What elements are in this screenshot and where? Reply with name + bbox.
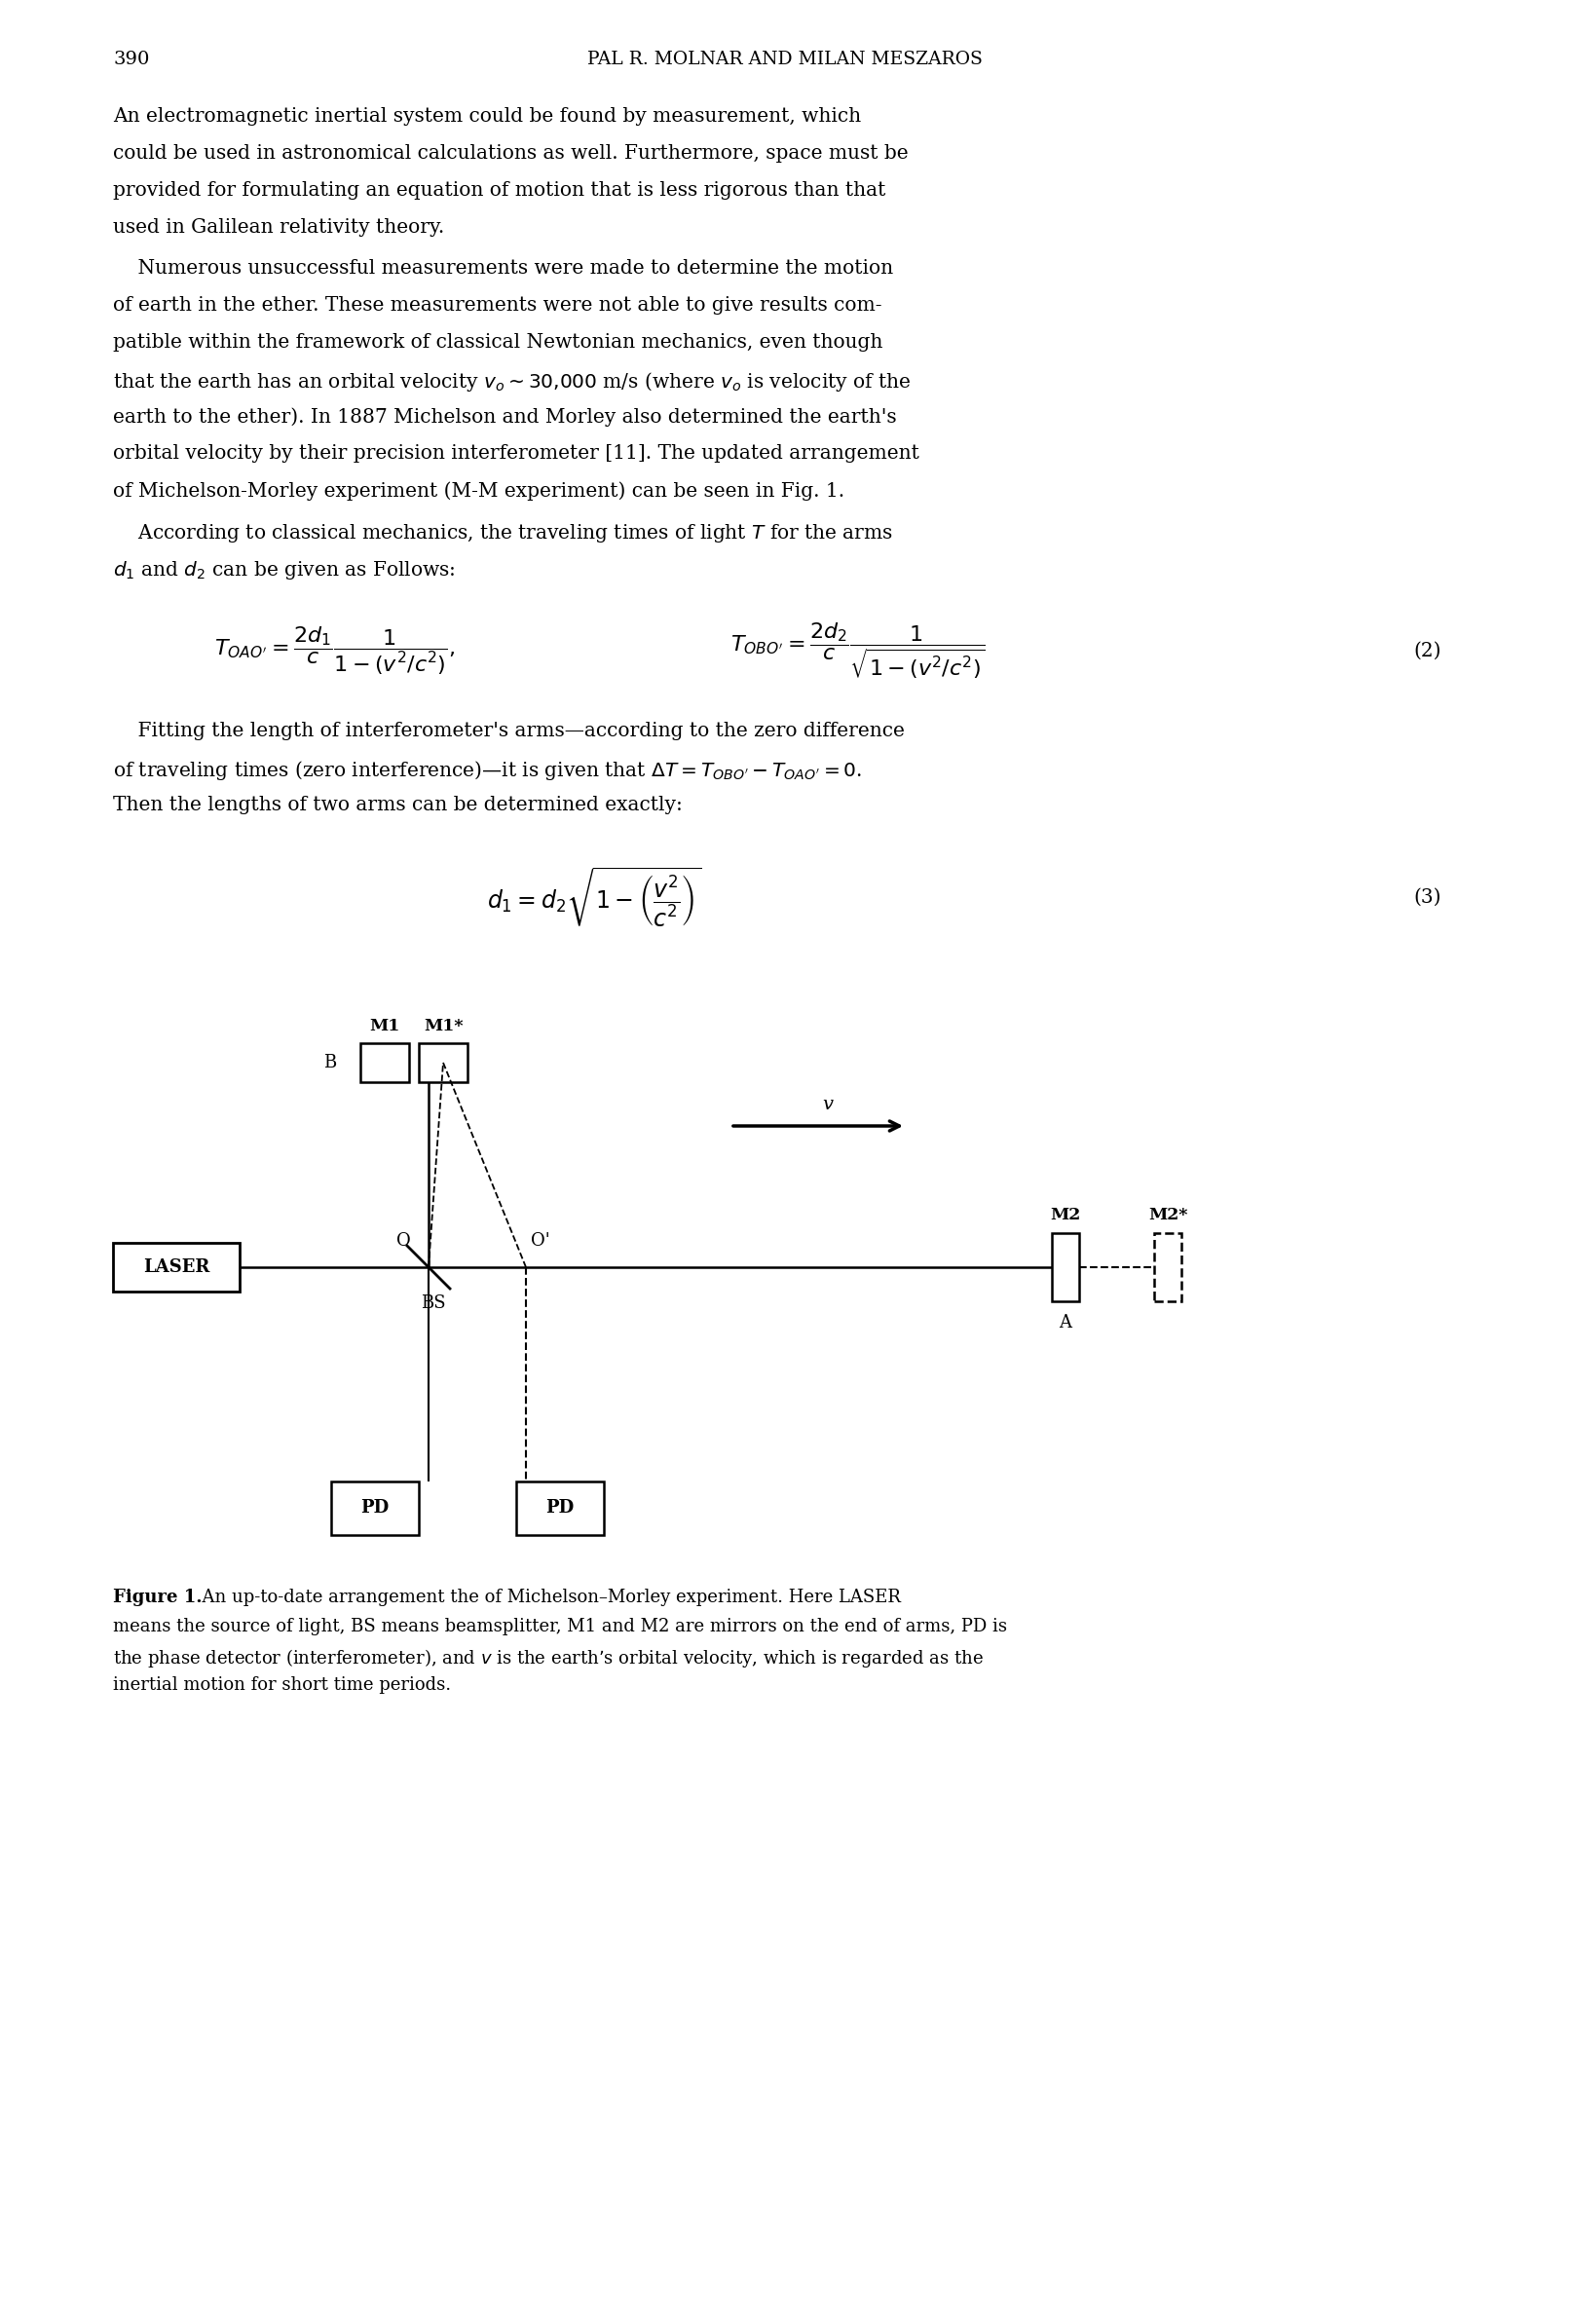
Text: means the source of light, BS means beamsplitter, M1 and M2 are mirrors on the e: means the source of light, BS means beam…: [113, 1618, 1006, 1636]
Text: could be used in astronomical calculations as well. Furthermore, space must be: could be used in astronomical calculatio…: [113, 144, 909, 163]
Text: earth to the ether). In 1887 Michelson and Morley also determined the earth's: earth to the ether). In 1887 Michelson a…: [113, 407, 896, 425]
Text: used in Galilean relativity theory.: used in Galilean relativity theory.: [113, 218, 444, 237]
Bar: [361, 1043, 410, 1083]
Text: of Michelson-Morley experiment (M-M experiment) can be seen in Fig. 1.: of Michelson-Morley experiment (M-M expe…: [113, 481, 845, 500]
Text: that the earth has an orbital velocity $v_o \sim 30{,}000$ m/s (where $v_o$ is v: that the earth has an orbital velocity $…: [113, 370, 911, 393]
Text: provided for formulating an equation of motion that is less rigorous than that: provided for formulating an equation of …: [113, 181, 885, 200]
Text: $T_{OAO'} = \dfrac{2d_1}{c}\dfrac{1}{1-(v^2/c^2)},$: $T_{OAO'} = \dfrac{2d_1}{c}\dfrac{1}{1-(…: [214, 625, 455, 676]
Text: (3): (3): [1413, 888, 1441, 906]
Text: of earth in the ether. These measurements were not able to give results com-: of earth in the ether. These measurement…: [113, 295, 882, 314]
Text: $d_1$ and $d_2$ can be given as Follows:: $d_1$ and $d_2$ can be given as Follows:: [113, 560, 455, 581]
Text: the phase detector (interferometer), and $v$ is the earth’s orbital velocity, wh: the phase detector (interferometer), and…: [113, 1648, 983, 1669]
Text: According to classical mechanics, the traveling times of light $T$ for the arms: According to classical mechanics, the tr…: [113, 523, 893, 544]
Text: M2*: M2*: [1148, 1206, 1187, 1225]
Text: (2): (2): [1413, 641, 1441, 660]
Bar: [113, 1243, 240, 1292]
Bar: [1052, 1234, 1079, 1301]
Text: M1*: M1*: [424, 1018, 463, 1034]
Text: LASER: LASER: [143, 1257, 209, 1276]
Bar: [331, 1480, 419, 1536]
Text: patible within the framework of classical Newtonian mechanics, even though: patible within the framework of classica…: [113, 332, 882, 351]
Text: M1: M1: [369, 1018, 400, 1034]
Text: B: B: [323, 1053, 336, 1071]
Text: orbital velocity by their precision interferometer [11]. The updated arrangement: orbital velocity by their precision inte…: [113, 444, 920, 462]
Text: $d_1 = d_2\sqrt{1 - \left(\dfrac{v^2}{c^2}\right)}$: $d_1 = d_2\sqrt{1 - \left(\dfrac{v^2}{c^…: [487, 865, 702, 930]
Text: v: v: [823, 1097, 834, 1113]
Text: PD: PD: [361, 1499, 389, 1518]
Text: A: A: [1060, 1313, 1072, 1332]
Text: 390: 390: [113, 51, 149, 67]
Text: of traveling times (zero interference)—it is given that $\Delta T = T_{OBO'} - T: of traveling times (zero interference)—i…: [113, 758, 862, 783]
Text: PAL R. MOLNAR AND MILAN MESZAROS: PAL R. MOLNAR AND MILAN MESZAROS: [587, 51, 983, 67]
Text: Figure 1.: Figure 1.: [113, 1590, 203, 1606]
Text: O': O': [531, 1232, 550, 1250]
Bar: [517, 1480, 604, 1536]
Text: An electromagnetic inertial system could be found by measurement, which: An electromagnetic inertial system could…: [113, 107, 860, 125]
Text: M2: M2: [1050, 1206, 1080, 1225]
Text: O: O: [397, 1232, 411, 1250]
Bar: [419, 1043, 468, 1083]
Text: inertial motion for short time periods.: inertial motion for short time periods.: [113, 1676, 451, 1694]
Text: BS: BS: [421, 1294, 446, 1313]
Text: PD: PD: [546, 1499, 575, 1518]
Bar: [1154, 1234, 1181, 1301]
Text: Fitting the length of interferometer's arms—according to the zero difference: Fitting the length of interferometer's a…: [113, 723, 904, 741]
Text: $T_{OBO'} = \dfrac{2d_2}{c}\dfrac{1}{\sqrt{1-(v^2/c^2)}}$: $T_{OBO'} = \dfrac{2d_2}{c}\dfrac{1}{\sq…: [730, 621, 986, 681]
Text: Then the lengths of two arms can be determined exactly:: Then the lengths of two arms can be dete…: [113, 795, 683, 813]
Text: An up-to-date arrangement the of Michelson–Morley experiment. Here LASER: An up-to-date arrangement the of Michels…: [192, 1590, 901, 1606]
Text: Numerous unsuccessful measurements were made to determine the motion: Numerous unsuccessful measurements were …: [113, 258, 893, 277]
